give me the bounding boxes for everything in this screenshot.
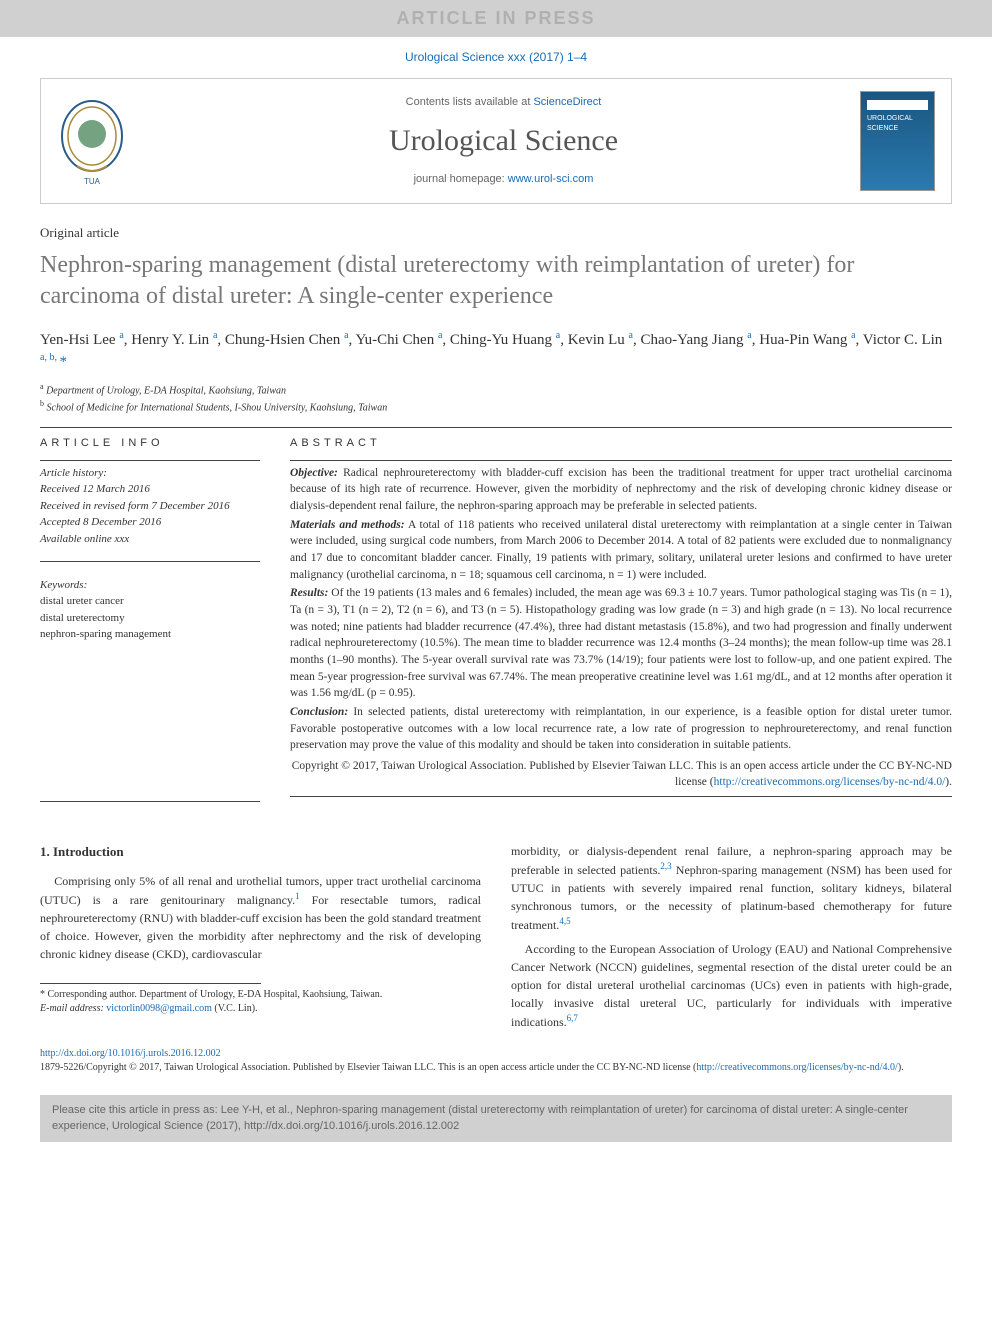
keywords-label: Keywords: bbox=[40, 578, 260, 593]
divider bbox=[40, 561, 260, 562]
header-center: Contents lists available at ScienceDirec… bbox=[147, 95, 860, 188]
article-title: Nephron-sparing management (distal urete… bbox=[40, 250, 952, 312]
intro-paragraph-2: morbidity, or dialysis-dependent renal f… bbox=[511, 842, 952, 934]
journal-cover-thumbnail: UROLOGICAL SCIENCE bbox=[860, 91, 935, 191]
affiliations: a Department of Urology, E-DA Hospital, … bbox=[40, 381, 952, 416]
conclusion-head: Conclusion: bbox=[290, 706, 348, 718]
conclusion-text: In selected patients, distal ureterectom… bbox=[290, 706, 952, 751]
homepage-link[interactable]: www.urol-sci.com bbox=[508, 173, 594, 185]
footnote-separator bbox=[40, 983, 261, 984]
body-left-column: 1. Introduction Comprising only 5% of al… bbox=[40, 842, 481, 1031]
cc-license-link[interactable]: http://creativecommons.org/licenses/by-n… bbox=[714, 776, 946, 788]
sciencedirect-link[interactable]: ScienceDirect bbox=[533, 96, 601, 108]
divider bbox=[40, 427, 952, 428]
keyword-item: distal ureterectomy bbox=[40, 610, 260, 627]
affiliation-line: b School of Medicine for International S… bbox=[40, 398, 952, 415]
divider bbox=[290, 796, 952, 797]
homepage-prefix: journal homepage: bbox=[414, 173, 508, 185]
email-label: E-mail address: bbox=[40, 1003, 104, 1014]
citation-ref-23[interactable]: 2,3 bbox=[660, 861, 671, 871]
journal-reference: Urological Science xxx (2017) 1–4 bbox=[0, 37, 992, 78]
corr-author-text: * Corresponding author. Department of Ur… bbox=[40, 988, 481, 1002]
results-head: Results: bbox=[290, 587, 328, 599]
history-received: Received 12 March 2016 bbox=[40, 481, 260, 498]
issn-line-b: ). bbox=[898, 1062, 904, 1073]
info-abstract-row: ARTICLE INFO Article history: Received 1… bbox=[40, 436, 952, 801]
abstract-body: Objective: Radical nephroureterectomy wi… bbox=[290, 465, 952, 754]
intro-paragraph-3: According to the European Association of… bbox=[511, 940, 952, 1031]
doi-block: http://dx.doi.org/10.1016/j.urols.2016.1… bbox=[40, 1047, 952, 1075]
divider bbox=[40, 801, 260, 802]
cc-license-link-footer[interactable]: http://creativecommons.org/licenses/by-n… bbox=[696, 1062, 897, 1073]
copyright-suffix: ). bbox=[945, 776, 952, 788]
history-online: Available online xxx bbox=[40, 531, 260, 548]
homepage-line: journal homepage: www.urol-sci.com bbox=[147, 172, 860, 187]
issn-line-a: 1879-5226/Copyright © 2017, Taiwan Urolo… bbox=[40, 1062, 696, 1073]
abstract-heading: ABSTRACT bbox=[290, 436, 952, 451]
cover-label: UROLOGICAL SCIENCE bbox=[867, 114, 928, 134]
objective-head: Objective: bbox=[290, 467, 338, 479]
objective-text: Radical nephroureterectomy with bladder-… bbox=[290, 467, 952, 512]
divider bbox=[40, 460, 260, 461]
article-in-press-banner: ARTICLE IN PRESS bbox=[0, 0, 992, 37]
article-type: Original article bbox=[40, 224, 952, 242]
contents-available-line: Contents lists available at ScienceDirec… bbox=[147, 95, 860, 110]
article-history: Article history: Received 12 March 2016 … bbox=[40, 465, 260, 548]
citation-ref-45[interactable]: 4,5 bbox=[559, 916, 570, 926]
results-text: Of the 19 patients (13 males and 6 femal… bbox=[290, 587, 952, 699]
affiliation-line: a Department of Urology, E-DA Hospital, … bbox=[40, 381, 952, 398]
history-revised: Received in revised form 7 December 2016 bbox=[40, 498, 260, 515]
journal-header-box: TUA Contents lists available at ScienceD… bbox=[40, 78, 952, 204]
keyword-item: distal ureter cancer bbox=[40, 593, 260, 610]
authors-list: Yen-Hsi Lee a, Henry Y. Lin a, Chung-Hsi… bbox=[40, 329, 952, 373]
abstract-column: ABSTRACT Objective: Radical nephroureter… bbox=[290, 436, 952, 801]
article-content: Original article Nephron-sparing managem… bbox=[0, 204, 992, 1085]
history-label: Article history: bbox=[40, 465, 260, 482]
divider bbox=[290, 460, 952, 461]
doi-link[interactable]: http://dx.doi.org/10.1016/j.urols.2016.1… bbox=[40, 1048, 221, 1059]
article-info-column: ARTICLE INFO Article history: Received 1… bbox=[40, 436, 260, 801]
email-link[interactable]: victorlin0098@gmail.com bbox=[106, 1003, 212, 1014]
email-suffix: (V.C. Lin). bbox=[212, 1003, 258, 1014]
citation-box: Please cite this article in press as: Le… bbox=[40, 1095, 952, 1142]
contents-prefix: Contents lists available at bbox=[406, 96, 534, 108]
body-right-column: morbidity, or dialysis-dependent renal f… bbox=[511, 842, 952, 1031]
methods-head: Materials and methods: bbox=[290, 519, 405, 531]
copyright-line: Copyright © 2017, Taiwan Urological Asso… bbox=[290, 758, 952, 790]
society-seal-icon: TUA bbox=[57, 96, 127, 186]
journal-name: Urological Science bbox=[147, 120, 860, 162]
svg-text:TUA: TUA bbox=[84, 177, 101, 186]
keyword-item: nephron-sparing management bbox=[40, 626, 260, 643]
keywords-list: distal ureter cancerdistal ureterectomyn… bbox=[40, 593, 260, 643]
introduction-heading: 1. Introduction bbox=[40, 842, 481, 862]
intro-paragraph-1: Comprising only 5% of all renal and urot… bbox=[40, 872, 481, 963]
body-columns: 1. Introduction Comprising only 5% of al… bbox=[40, 842, 952, 1031]
citation-ref-67[interactable]: 6,7 bbox=[567, 1013, 578, 1023]
history-accepted: Accepted 8 December 2016 bbox=[40, 514, 260, 531]
article-info-heading: ARTICLE INFO bbox=[40, 436, 260, 451]
corresponding-author-footnote: * Corresponding author. Department of Ur… bbox=[40, 988, 481, 1016]
